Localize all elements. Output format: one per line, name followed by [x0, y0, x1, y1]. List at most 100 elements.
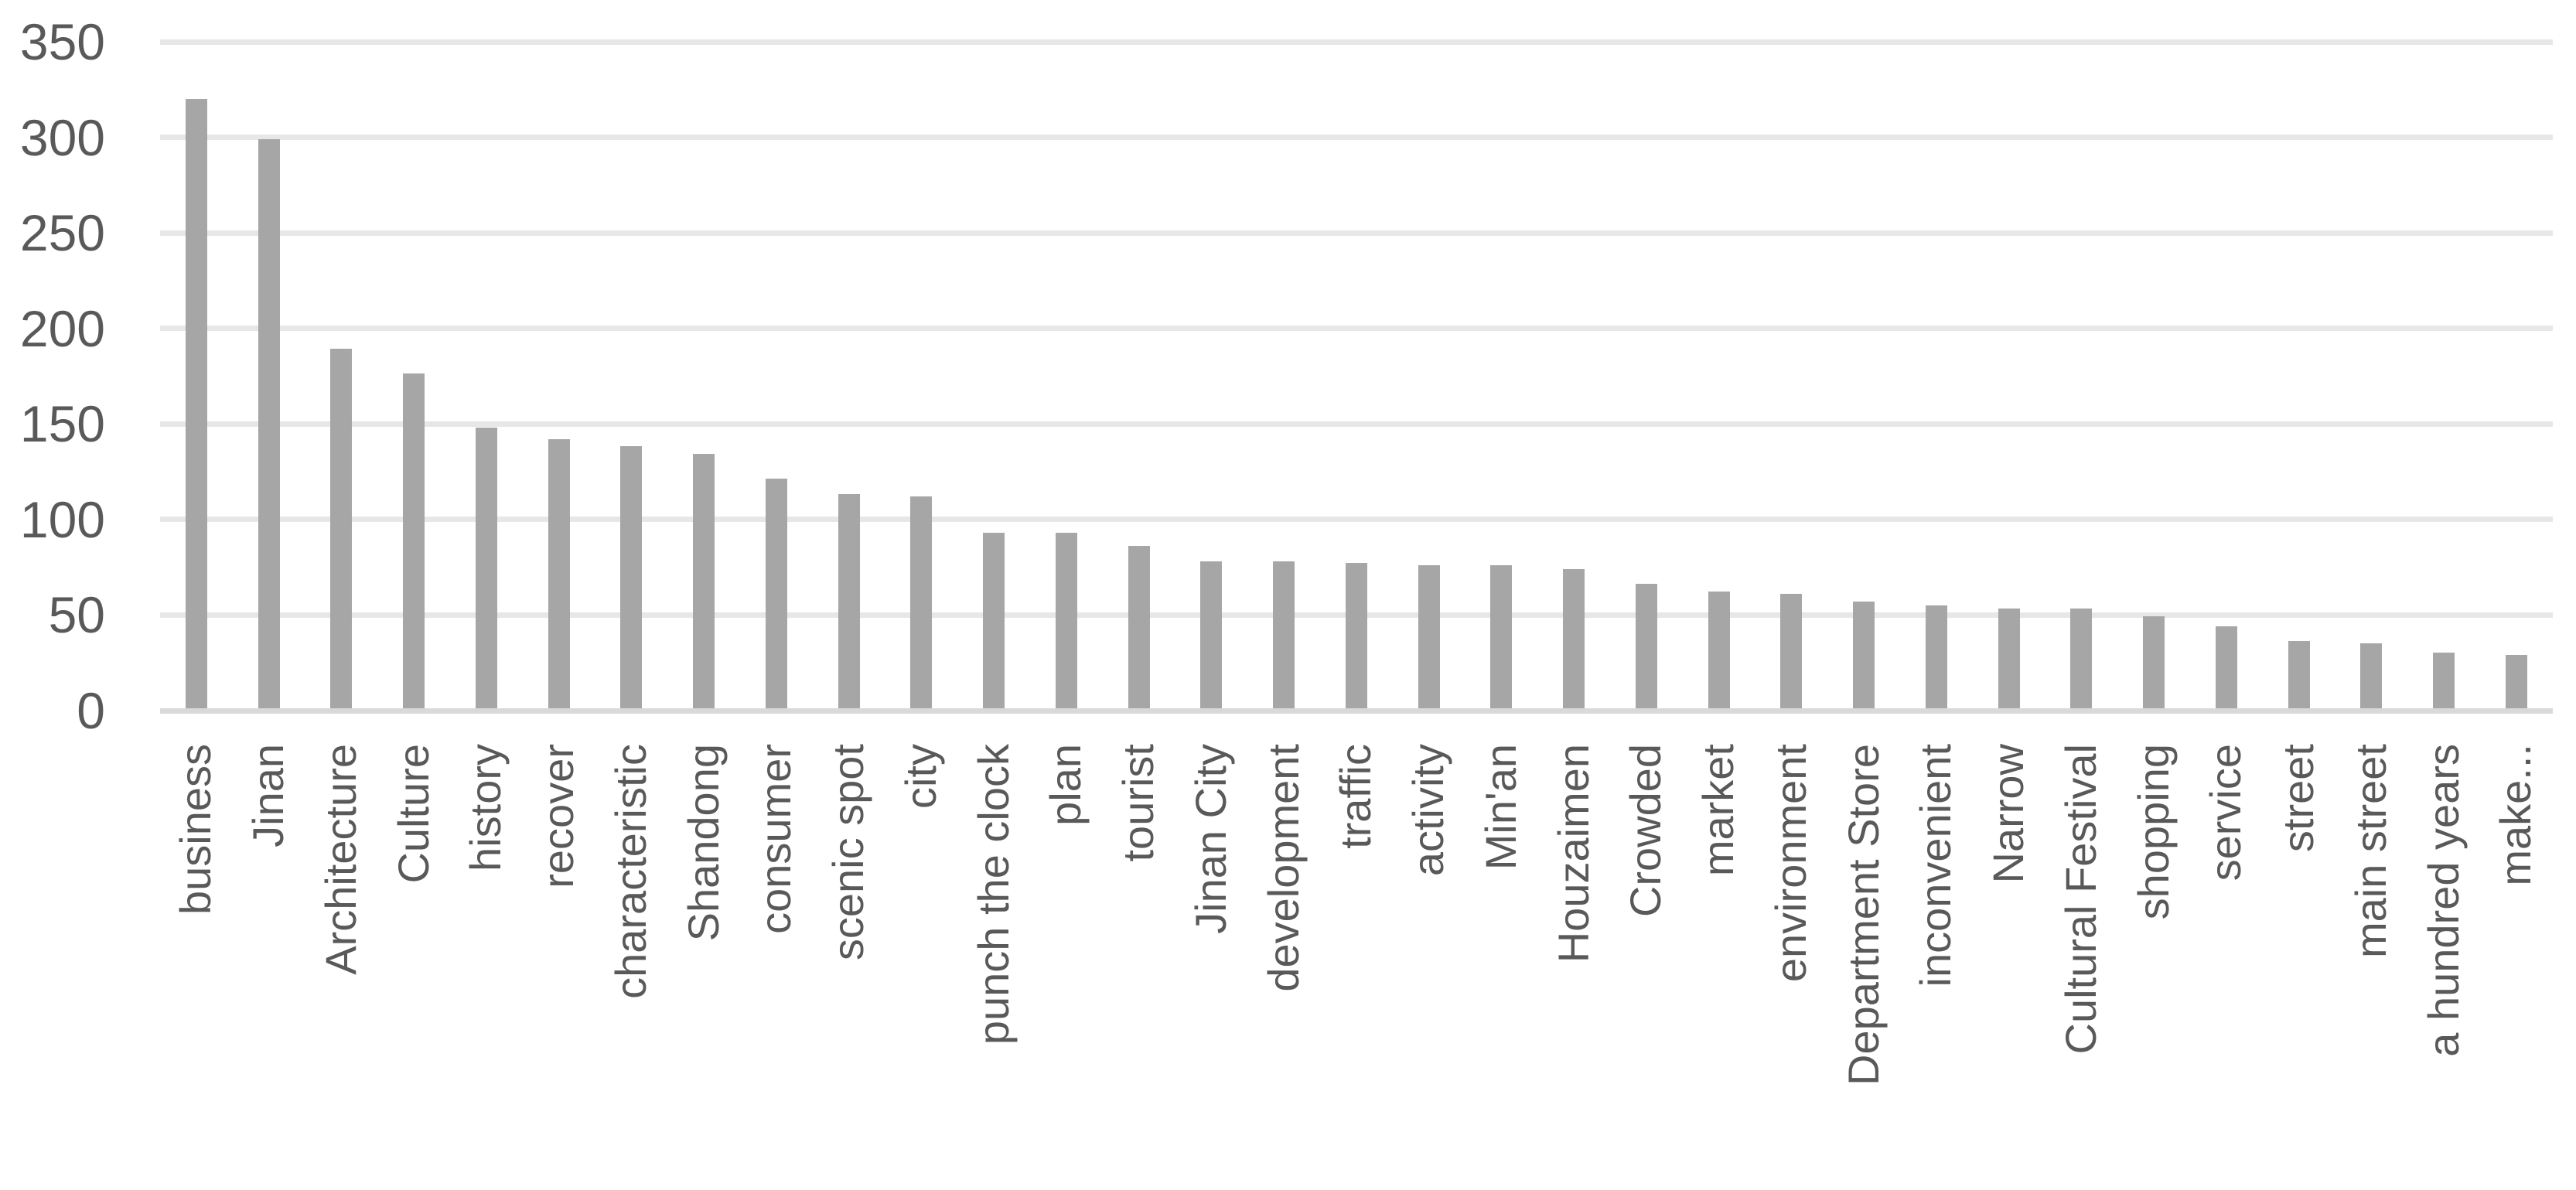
x-axis-category-labels: business Jinan Architecture Culture history r… [160, 744, 2553, 1190]
y-axis-tick-label: 0 [77, 682, 105, 739]
x-axis-category-label: Culture [388, 744, 438, 884]
x-axis-category-label: market [1694, 744, 1743, 877]
x-label-slot: traffic [1320, 744, 1393, 1190]
bar [403, 373, 425, 708]
y-axis: 350 300 250 200 150 100 50 0 [0, 0, 105, 1190]
bar [185, 99, 207, 708]
gridline [160, 421, 2553, 427]
bar-slot [667, 42, 740, 708]
x-axis-category-label: Architecture [316, 744, 365, 975]
x-label-slot: punch the clock [957, 744, 1030, 1190]
x-axis-category-label: inconvenient [1911, 744, 1960, 987]
bar-slot [813, 42, 885, 708]
x-label-slot: plan [1030, 744, 1103, 1190]
x-label-slot: Shandong [667, 744, 740, 1190]
bar [2288, 641, 2310, 708]
bar [910, 496, 933, 708]
x-label-slot: Houzaimen [1537, 744, 1610, 1190]
bar [1200, 561, 1223, 708]
bar [1490, 565, 1513, 708]
bar-slot [1827, 42, 1900, 708]
x-axis-category-label: business [171, 744, 220, 916]
x-label-slot: development [1247, 744, 1320, 1190]
y-axis-tick-label: 50 [48, 586, 105, 644]
x-label-slot: scenic spot [813, 744, 885, 1190]
bar-slot [2335, 42, 2408, 708]
x-axis-category-label: Crowded [1621, 744, 1670, 918]
x-axis-category-label: Cultural Festival [2056, 744, 2105, 1055]
x-axis-category-label: Department Store [1838, 744, 1888, 1086]
x-label-slot: make... [2480, 744, 2553, 1190]
x-label-slot: recover [523, 744, 595, 1190]
x-label-slot: inconvenient [1900, 744, 1973, 1190]
bar-slot [1973, 42, 2045, 708]
x-label-slot: Culture [377, 744, 450, 1190]
bar [693, 454, 715, 708]
bar-slot [1610, 42, 1683, 708]
x-axis-category-label: scenic spot [824, 744, 873, 961]
x-axis-category-label: characteristic [606, 744, 655, 999]
bar-slot [2263, 42, 2335, 708]
gridline [160, 230, 2553, 236]
bar-slot [595, 42, 668, 708]
x-label-slot: business [160, 744, 233, 1190]
bar-slot [2117, 42, 2190, 708]
x-label-slot: Department Store [1827, 744, 1900, 1190]
x-axis-category-label: main street [2346, 744, 2395, 958]
x-label-slot: consumer [740, 744, 813, 1190]
bar-slot [1465, 42, 1538, 708]
gridline [160, 39, 2553, 45]
bar-slot [1103, 42, 1175, 708]
x-label-slot: a hundred years [2407, 744, 2480, 1190]
x-label-slot: Jinan [233, 744, 305, 1190]
bar [620, 446, 643, 708]
bar-slot [1247, 42, 1320, 708]
bar [330, 349, 353, 708]
bar-slot [160, 42, 233, 708]
bar-slot [1175, 42, 1248, 708]
bar-series [160, 42, 2553, 708]
bar [475, 428, 497, 708]
bar-slot [1393, 42, 1465, 708]
gridline [160, 135, 2553, 141]
bar [2433, 653, 2455, 708]
bar [1635, 584, 1657, 708]
x-axis-category-label: activity [1404, 744, 1453, 877]
bar [2505, 655, 2527, 708]
bar [2215, 626, 2237, 708]
bar [2143, 616, 2165, 708]
x-axis-category-label: Houzaimen [1548, 744, 1598, 963]
bar [983, 533, 1005, 708]
x-label-slot: Min'an [1465, 744, 1538, 1190]
bar-slot [233, 42, 305, 708]
y-axis-tick-label: 150 [19, 395, 105, 453]
bar-slot [740, 42, 813, 708]
x-label-slot: shopping [2117, 744, 2190, 1190]
x-axis-category-label: shopping [2128, 744, 2178, 920]
x-label-slot: Jinan City [1175, 744, 1248, 1190]
x-label-slot: market [1683, 744, 1755, 1190]
plot-area [160, 39, 2553, 714]
y-axis-tick-label: 100 [19, 490, 105, 548]
bar [258, 139, 280, 708]
x-axis-category-label: street [2274, 744, 2323, 853]
bar [1345, 563, 1367, 708]
x-axis-category-label: a hundred years [2418, 744, 2468, 1057]
gridline [160, 326, 2553, 332]
x-label-slot: tourist [1103, 744, 1175, 1190]
bar-slot [1755, 42, 1828, 708]
x-axis-category-label: Jinan [244, 744, 293, 847]
bar-slot [2190, 42, 2263, 708]
x-axis-line [160, 708, 2553, 714]
x-label-slot: Architecture [305, 744, 378, 1190]
x-axis-category-label: development [1258, 744, 1308, 992]
bar [1925, 605, 1947, 708]
x-label-slot: Crowded [1610, 744, 1683, 1190]
bar [1708, 592, 1730, 708]
bar [1998, 609, 2020, 708]
x-label-slot: main street [2335, 744, 2408, 1190]
bar-slot [2480, 42, 2553, 708]
bar [1128, 546, 1150, 708]
x-axis-category-label: Shandong [678, 744, 728, 942]
bar-slot [1683, 42, 1755, 708]
